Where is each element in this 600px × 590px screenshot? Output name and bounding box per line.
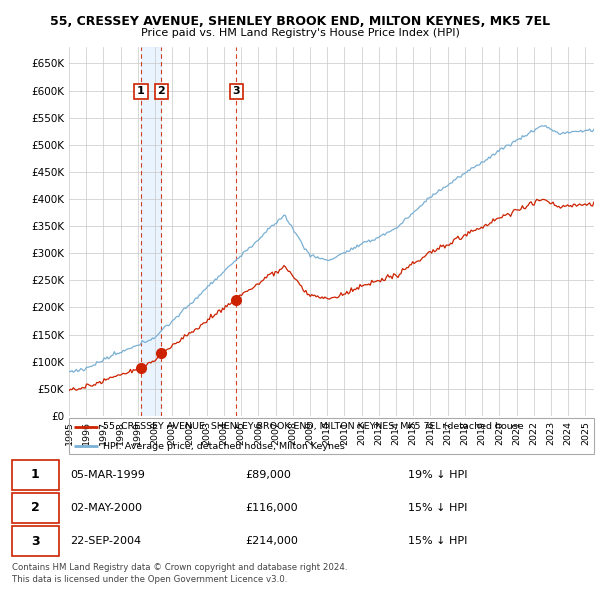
Text: £116,000: £116,000: [245, 503, 298, 513]
Text: 3: 3: [31, 535, 40, 548]
Text: 1: 1: [31, 468, 40, 481]
Text: 15% ↓ HPI: 15% ↓ HPI: [408, 536, 467, 546]
Text: 3: 3: [233, 87, 240, 96]
Text: 05-MAR-1999: 05-MAR-1999: [70, 470, 145, 480]
Text: Price paid vs. HM Land Registry's House Price Index (HPI): Price paid vs. HM Land Registry's House …: [140, 28, 460, 38]
Text: Contains HM Land Registry data © Crown copyright and database right 2024.: Contains HM Land Registry data © Crown c…: [12, 563, 347, 572]
Text: 1: 1: [137, 87, 145, 96]
Text: 55, CRESSEY AVENUE, SHENLEY BROOK END, MILTON KEYNES, MK5 7EL: 55, CRESSEY AVENUE, SHENLEY BROOK END, M…: [50, 15, 550, 28]
FancyBboxPatch shape: [12, 493, 59, 523]
Text: HPI: Average price, detached house, Milton Keynes: HPI: Average price, detached house, Milt…: [103, 442, 345, 451]
Text: 55, CRESSEY AVENUE, SHENLEY BROOK END, MILTON KEYNES, MK5 7EL (detached house: 55, CRESSEY AVENUE, SHENLEY BROOK END, M…: [103, 422, 524, 431]
Text: £214,000: £214,000: [245, 536, 298, 546]
Text: 2: 2: [31, 502, 40, 514]
Text: 19% ↓ HPI: 19% ↓ HPI: [408, 470, 467, 480]
Bar: [141, 47, 161, 416]
Text: 02-MAY-2000: 02-MAY-2000: [70, 503, 142, 513]
FancyBboxPatch shape: [12, 460, 59, 490]
Text: 15% ↓ HPI: 15% ↓ HPI: [408, 503, 467, 513]
Text: This data is licensed under the Open Government Licence v3.0.: This data is licensed under the Open Gov…: [12, 575, 287, 584]
Text: 2: 2: [158, 87, 166, 96]
Text: £89,000: £89,000: [245, 470, 290, 480]
FancyBboxPatch shape: [12, 526, 59, 556]
Text: 22-SEP-2004: 22-SEP-2004: [70, 536, 142, 546]
